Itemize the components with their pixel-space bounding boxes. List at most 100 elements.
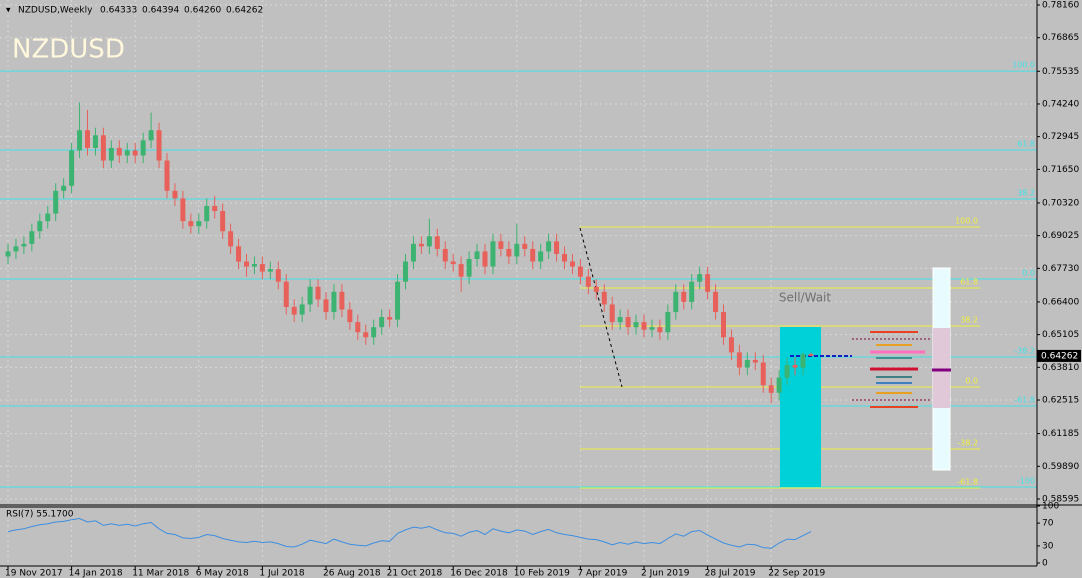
candle-body	[244, 261, 249, 267]
candle-body	[124, 150, 130, 156]
candle-body	[562, 253, 567, 262]
chart-title: NZDUSD,Weekly	[18, 6, 93, 16]
fib-label: -100	[1017, 476, 1035, 485]
candle-body	[689, 281, 695, 302]
candle-body	[450, 261, 456, 265]
candle-body	[267, 269, 273, 272]
x-tick-label: 19 Nov 2017	[5, 569, 63, 578]
x-tick-label: 1 Jul 2018	[259, 569, 304, 578]
candle-body	[617, 317, 623, 323]
last-price-box	[1037, 349, 1081, 362]
watermark: NZDUSD	[12, 35, 125, 65]
candle-body	[490, 241, 496, 267]
y-tick-label: 0.78160	[1042, 0, 1079, 10]
candle-body	[37, 221, 43, 232]
candle-body	[188, 221, 194, 227]
candle-body	[29, 231, 35, 244]
candle-body	[466, 259, 472, 277]
x-tick-label: 2 Jun 2019	[641, 569, 690, 578]
candle-body	[585, 276, 591, 287]
candle-body	[768, 385, 774, 393]
candle-body	[434, 236, 440, 249]
candle-body	[418, 243, 424, 247]
y-tick-label: 0.65105	[1042, 330, 1079, 340]
candle-body	[355, 322, 361, 333]
candle-body	[776, 377, 782, 393]
candle-body	[403, 261, 408, 282]
rsi-title: RSI(7) 55.1700	[6, 510, 74, 520]
target-zone	[780, 327, 821, 487]
candle-body	[538, 251, 544, 262]
header-value: 0.64260	[184, 6, 221, 16]
candle-body	[426, 236, 432, 247]
candle-body	[172, 190, 178, 199]
x-tick-label: 28 Jul 2019	[705, 569, 756, 578]
candle-body	[251, 264, 257, 267]
candle-body	[69, 150, 75, 186]
candle-body	[45, 213, 51, 222]
candle-body	[649, 327, 655, 330]
candle-body	[673, 291, 679, 313]
candle-body	[482, 251, 488, 267]
candle-body	[220, 211, 226, 232]
candle-body	[108, 147, 114, 161]
candle-body	[21, 243, 27, 247]
candle-body	[180, 198, 186, 222]
fib-label: 38.2	[960, 315, 978, 324]
candle-body	[442, 248, 448, 262]
candle-body	[808, 354, 814, 356]
candle-body	[291, 306, 297, 315]
candle-body	[347, 309, 353, 323]
candle-body	[601, 291, 607, 305]
x-tick-label: 21 Oct 2018	[387, 569, 443, 578]
fib-label: -61.8	[1014, 395, 1035, 404]
candle-body	[116, 147, 122, 156]
candle-body	[204, 205, 210, 222]
candle-body	[514, 243, 520, 257]
fib-label: 100.0	[1012, 61, 1035, 70]
fib-label: 61.8	[1017, 140, 1035, 149]
candle-body	[641, 322, 647, 330]
candle-body	[728, 337, 734, 353]
header-value: 0.64333	[100, 6, 137, 16]
x-tick-label: 14 Jan 2018	[69, 569, 123, 578]
candle-body	[164, 160, 170, 191]
candle-body	[315, 286, 321, 300]
candle-body	[85, 130, 90, 148]
candle-body	[53, 190, 59, 214]
candle-body	[633, 322, 639, 328]
candle-body	[736, 352, 742, 368]
candle-body	[593, 286, 599, 292]
candle-body	[156, 130, 162, 161]
candle-body	[498, 241, 504, 249]
x-tick-label: 22 Sep 2019	[768, 569, 825, 578]
candle-body	[236, 246, 242, 262]
y-tick-label: 0.71650	[1042, 165, 1079, 175]
fib-label: 0.0	[1022, 268, 1035, 277]
fib-label: 61.8	[960, 277, 978, 286]
candle-body	[100, 135, 106, 161]
candle-body	[800, 354, 806, 368]
candle-body	[721, 312, 726, 338]
candle-body	[228, 231, 234, 247]
rsi-tick-label: 100	[1042, 502, 1059, 512]
y-tick-label: 0.63810	[1042, 363, 1079, 373]
candle-body	[752, 359, 758, 363]
candle-body	[530, 248, 536, 262]
candle-body	[395, 281, 401, 320]
candle-body	[379, 317, 385, 328]
candle-body	[554, 241, 560, 254]
x-tick-label: 6 May 2018	[196, 569, 249, 578]
candle-body	[259, 264, 265, 272]
x-tick-label: 16 Dec 2018	[450, 569, 508, 578]
candle-body	[283, 281, 289, 307]
rsi-line	[7, 517, 812, 549]
order-levels	[870, 331, 925, 408]
fib-label: -38.2	[1014, 346, 1035, 355]
candle-body	[625, 317, 631, 328]
candle-body	[792, 365, 798, 368]
candle-body	[275, 269, 281, 282]
candle-body	[474, 251, 480, 260]
